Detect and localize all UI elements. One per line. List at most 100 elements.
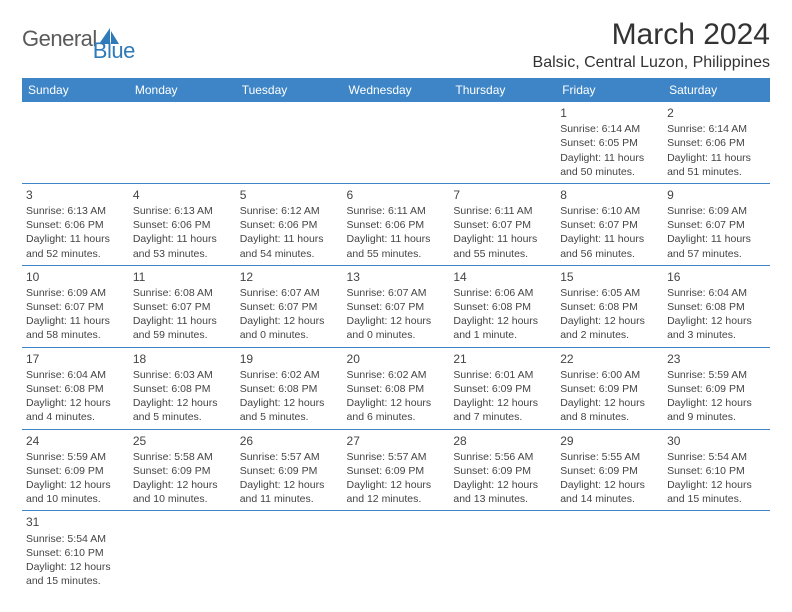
sunrise-text: Sunrise: 5:55 AM xyxy=(560,450,659,464)
day-number: 6 xyxy=(347,187,446,203)
sunset-text: Sunset: 6:09 PM xyxy=(560,464,659,478)
daylight-text: Daylight: 11 hours and 53 minutes. xyxy=(133,232,232,260)
daylight-text: Daylight: 12 hours and 6 minutes. xyxy=(347,396,446,424)
sunrise-text: Sunrise: 6:03 AM xyxy=(133,368,232,382)
sunrise-text: Sunrise: 6:10 AM xyxy=(560,204,659,218)
calendar-cell: 12Sunrise: 6:07 AMSunset: 6:07 PMDayligh… xyxy=(236,265,343,347)
day-number: 5 xyxy=(240,187,339,203)
sunset-text: Sunset: 6:08 PM xyxy=(560,300,659,314)
calendar-cell: 5Sunrise: 6:12 AMSunset: 6:06 PMDaylight… xyxy=(236,183,343,265)
daylight-text: Daylight: 12 hours and 0 minutes. xyxy=(240,314,339,342)
day-number: 20 xyxy=(347,351,446,367)
daylight-text: Daylight: 12 hours and 8 minutes. xyxy=(560,396,659,424)
daylight-text: Daylight: 12 hours and 15 minutes. xyxy=(26,560,125,588)
day-number: 8 xyxy=(560,187,659,203)
daylight-text: Daylight: 12 hours and 12 minutes. xyxy=(347,478,446,506)
day-header: Monday xyxy=(129,78,236,102)
daylight-text: Daylight: 12 hours and 13 minutes. xyxy=(453,478,552,506)
sunrise-text: Sunrise: 6:00 AM xyxy=(560,368,659,382)
calendar-cell: 30Sunrise: 5:54 AMSunset: 6:10 PMDayligh… xyxy=(663,429,770,511)
sunset-text: Sunset: 6:06 PM xyxy=(347,218,446,232)
day-number: 4 xyxy=(133,187,232,203)
daylight-text: Daylight: 11 hours and 54 minutes. xyxy=(240,232,339,260)
sunset-text: Sunset: 6:09 PM xyxy=(453,382,552,396)
sunrise-text: Sunrise: 6:04 AM xyxy=(667,286,766,300)
logo-text-main: General xyxy=(22,26,97,52)
sunset-text: Sunset: 6:08 PM xyxy=(453,300,552,314)
calendar-cell: 28Sunrise: 5:56 AMSunset: 6:09 PMDayligh… xyxy=(449,429,556,511)
calendar-cell: 3Sunrise: 6:13 AMSunset: 6:06 PMDaylight… xyxy=(22,183,129,265)
logo: General Blue xyxy=(22,18,163,52)
calendar-cell: 20Sunrise: 6:02 AMSunset: 6:08 PMDayligh… xyxy=(343,347,450,429)
daylight-text: Daylight: 11 hours and 55 minutes. xyxy=(347,232,446,260)
sunrise-text: Sunrise: 6:09 AM xyxy=(667,204,766,218)
sunset-text: Sunset: 6:07 PM xyxy=(453,218,552,232)
day-header: Saturday xyxy=(663,78,770,102)
day-number: 2 xyxy=(667,105,766,121)
calendar-cell: 19Sunrise: 6:02 AMSunset: 6:08 PMDayligh… xyxy=(236,347,343,429)
daylight-text: Daylight: 12 hours and 1 minute. xyxy=(453,314,552,342)
sunrise-text: Sunrise: 5:57 AM xyxy=(240,450,339,464)
daylight-text: Daylight: 12 hours and 7 minutes. xyxy=(453,396,552,424)
daylight-text: Daylight: 12 hours and 10 minutes. xyxy=(133,478,232,506)
day-number: 23 xyxy=(667,351,766,367)
sunset-text: Sunset: 6:08 PM xyxy=(26,382,125,396)
sunrise-text: Sunrise: 5:54 AM xyxy=(26,532,125,546)
day-number: 30 xyxy=(667,433,766,449)
calendar-cell xyxy=(22,102,129,183)
sunrise-text: Sunrise: 6:01 AM xyxy=(453,368,552,382)
calendar-cell: 31Sunrise: 5:54 AMSunset: 6:10 PMDayligh… xyxy=(22,511,129,592)
day-number: 19 xyxy=(240,351,339,367)
calendar-cell: 29Sunrise: 5:55 AMSunset: 6:09 PMDayligh… xyxy=(556,429,663,511)
daylight-text: Daylight: 11 hours and 58 minutes. xyxy=(26,314,125,342)
day-number: 10 xyxy=(26,269,125,285)
sunrise-text: Sunrise: 6:04 AM xyxy=(26,368,125,382)
sunset-text: Sunset: 6:07 PM xyxy=(133,300,232,314)
sunrise-text: Sunrise: 6:08 AM xyxy=(133,286,232,300)
sunrise-text: Sunrise: 6:02 AM xyxy=(240,368,339,382)
sunset-text: Sunset: 6:09 PM xyxy=(26,464,125,478)
sunset-text: Sunset: 6:07 PM xyxy=(560,218,659,232)
sunset-text: Sunset: 6:09 PM xyxy=(453,464,552,478)
sunrise-text: Sunrise: 5:56 AM xyxy=(453,450,552,464)
calendar-cell: 27Sunrise: 5:57 AMSunset: 6:09 PMDayligh… xyxy=(343,429,450,511)
calendar-cell xyxy=(556,511,663,592)
title-block: March 2024 Balsic, Central Luzon, Philip… xyxy=(533,18,770,72)
calendar-cell xyxy=(449,102,556,183)
sunset-text: Sunset: 6:07 PM xyxy=(667,218,766,232)
day-number: 3 xyxy=(26,187,125,203)
sunset-text: Sunset: 6:09 PM xyxy=(240,464,339,478)
day-header: Tuesday xyxy=(236,78,343,102)
sunrise-text: Sunrise: 6:06 AM xyxy=(453,286,552,300)
sunset-text: Sunset: 6:07 PM xyxy=(26,300,125,314)
daylight-text: Daylight: 12 hours and 15 minutes. xyxy=(667,478,766,506)
daylight-text: Daylight: 12 hours and 9 minutes. xyxy=(667,396,766,424)
daylight-text: Daylight: 12 hours and 0 minutes. xyxy=(347,314,446,342)
daylight-text: Daylight: 11 hours and 59 minutes. xyxy=(133,314,232,342)
calendar-cell: 17Sunrise: 6:04 AMSunset: 6:08 PMDayligh… xyxy=(22,347,129,429)
sunset-text: Sunset: 6:06 PM xyxy=(667,136,766,150)
sunset-text: Sunset: 6:09 PM xyxy=(347,464,446,478)
day-number: 18 xyxy=(133,351,232,367)
sunrise-text: Sunrise: 6:11 AM xyxy=(453,204,552,218)
sunset-text: Sunset: 6:09 PM xyxy=(560,382,659,396)
daylight-text: Daylight: 12 hours and 3 minutes. xyxy=(667,314,766,342)
sunrise-text: Sunrise: 6:13 AM xyxy=(133,204,232,218)
calendar-cell: 25Sunrise: 5:58 AMSunset: 6:09 PMDayligh… xyxy=(129,429,236,511)
calendar-cell: 6Sunrise: 6:11 AMSunset: 6:06 PMDaylight… xyxy=(343,183,450,265)
month-title: March 2024 xyxy=(533,18,770,52)
day-number: 29 xyxy=(560,433,659,449)
sunrise-text: Sunrise: 6:13 AM xyxy=(26,204,125,218)
calendar-cell: 11Sunrise: 6:08 AMSunset: 6:07 PMDayligh… xyxy=(129,265,236,347)
day-header: Friday xyxy=(556,78,663,102)
daylight-text: Daylight: 12 hours and 14 minutes. xyxy=(560,478,659,506)
calendar-header: SundayMondayTuesdayWednesdayThursdayFrid… xyxy=(22,78,770,102)
sunset-text: Sunset: 6:09 PM xyxy=(667,382,766,396)
calendar-cell: 9Sunrise: 6:09 AMSunset: 6:07 PMDaylight… xyxy=(663,183,770,265)
daylight-text: Daylight: 11 hours and 51 minutes. xyxy=(667,151,766,179)
calendar-cell: 14Sunrise: 6:06 AMSunset: 6:08 PMDayligh… xyxy=(449,265,556,347)
daylight-text: Daylight: 12 hours and 2 minutes. xyxy=(560,314,659,342)
day-header: Sunday xyxy=(22,78,129,102)
calendar-cell: 26Sunrise: 5:57 AMSunset: 6:09 PMDayligh… xyxy=(236,429,343,511)
calendar-cell: 8Sunrise: 6:10 AMSunset: 6:07 PMDaylight… xyxy=(556,183,663,265)
